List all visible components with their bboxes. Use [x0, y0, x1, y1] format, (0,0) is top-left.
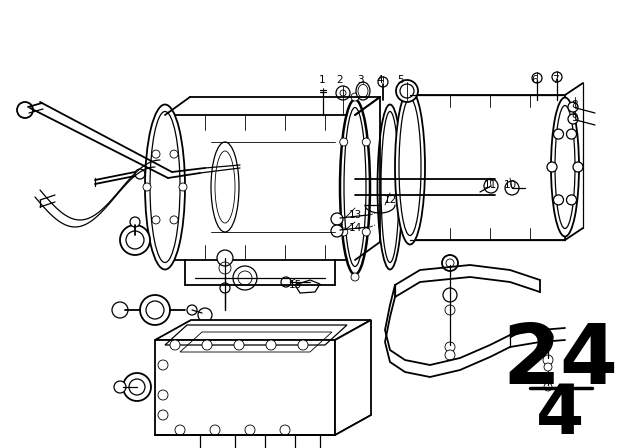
Text: 6: 6 — [532, 75, 538, 85]
Bar — [183, 169, 211, 178]
Circle shape — [351, 273, 359, 281]
Circle shape — [198, 308, 212, 322]
Circle shape — [114, 381, 126, 393]
Text: 4: 4 — [377, 75, 383, 85]
Text: 12: 12 — [383, 195, 397, 205]
Text: 11: 11 — [483, 180, 497, 190]
Circle shape — [396, 80, 418, 102]
Polygon shape — [155, 320, 371, 340]
Polygon shape — [335, 320, 371, 435]
Circle shape — [130, 217, 140, 227]
Circle shape — [351, 93, 359, 101]
Ellipse shape — [145, 104, 185, 270]
Text: 4: 4 — [536, 382, 584, 448]
Bar — [165, 115, 355, 260]
Circle shape — [573, 162, 583, 172]
Circle shape — [544, 363, 552, 371]
Circle shape — [445, 305, 455, 315]
Circle shape — [340, 228, 348, 236]
Circle shape — [175, 425, 185, 435]
Circle shape — [158, 410, 168, 420]
Circle shape — [566, 195, 577, 205]
Circle shape — [123, 373, 151, 401]
Circle shape — [505, 181, 519, 195]
Polygon shape — [295, 280, 320, 293]
Text: 2: 2 — [337, 75, 343, 85]
Circle shape — [362, 228, 371, 236]
Bar — [410, 95, 565, 240]
Ellipse shape — [340, 99, 370, 275]
Circle shape — [187, 305, 197, 315]
Circle shape — [266, 340, 276, 350]
Circle shape — [170, 150, 178, 158]
Circle shape — [445, 342, 455, 352]
Circle shape — [234, 340, 244, 350]
Text: 13: 13 — [348, 210, 362, 220]
Circle shape — [331, 225, 343, 237]
Text: 5: 5 — [397, 75, 403, 85]
Circle shape — [554, 195, 563, 205]
Text: 14: 14 — [348, 223, 362, 233]
Circle shape — [554, 129, 563, 139]
Bar — [155, 340, 335, 435]
Circle shape — [112, 302, 128, 318]
Circle shape — [179, 183, 187, 191]
Circle shape — [217, 250, 233, 266]
Text: 9: 9 — [572, 113, 579, 123]
Circle shape — [543, 332, 553, 342]
Ellipse shape — [395, 90, 425, 245]
Circle shape — [220, 283, 230, 293]
Circle shape — [152, 216, 160, 224]
Circle shape — [331, 213, 343, 225]
Circle shape — [158, 360, 168, 370]
Circle shape — [152, 150, 160, 158]
Ellipse shape — [211, 142, 239, 232]
Text: 8: 8 — [572, 100, 579, 110]
Text: 15: 15 — [289, 280, 301, 290]
Text: 10: 10 — [504, 180, 516, 190]
Circle shape — [298, 340, 308, 350]
Text: 1: 1 — [319, 75, 325, 85]
Circle shape — [280, 425, 290, 435]
Circle shape — [568, 102, 578, 112]
Circle shape — [210, 425, 220, 435]
Circle shape — [443, 288, 457, 302]
Circle shape — [552, 72, 562, 82]
Circle shape — [340, 138, 348, 146]
Circle shape — [566, 129, 577, 139]
Circle shape — [120, 225, 150, 255]
Circle shape — [170, 216, 178, 224]
Circle shape — [378, 77, 388, 87]
Ellipse shape — [378, 104, 403, 270]
Circle shape — [135, 169, 145, 179]
Circle shape — [568, 114, 578, 124]
Circle shape — [445, 350, 455, 360]
Circle shape — [532, 73, 542, 83]
Circle shape — [202, 340, 212, 350]
Circle shape — [158, 390, 168, 400]
Circle shape — [543, 355, 553, 365]
Circle shape — [170, 340, 180, 350]
Circle shape — [484, 179, 498, 193]
Circle shape — [140, 295, 170, 325]
Circle shape — [442, 255, 458, 271]
Circle shape — [544, 383, 552, 391]
Ellipse shape — [356, 82, 370, 100]
Circle shape — [17, 102, 33, 118]
Circle shape — [233, 266, 257, 290]
Circle shape — [547, 162, 557, 172]
Circle shape — [143, 183, 151, 191]
Text: 24: 24 — [502, 319, 618, 401]
Circle shape — [245, 425, 255, 435]
Circle shape — [281, 277, 291, 287]
Circle shape — [336, 86, 350, 100]
Text: 3: 3 — [356, 75, 364, 85]
Ellipse shape — [551, 98, 579, 237]
Circle shape — [362, 138, 371, 146]
Ellipse shape — [342, 125, 367, 250]
Text: 7: 7 — [552, 75, 558, 85]
